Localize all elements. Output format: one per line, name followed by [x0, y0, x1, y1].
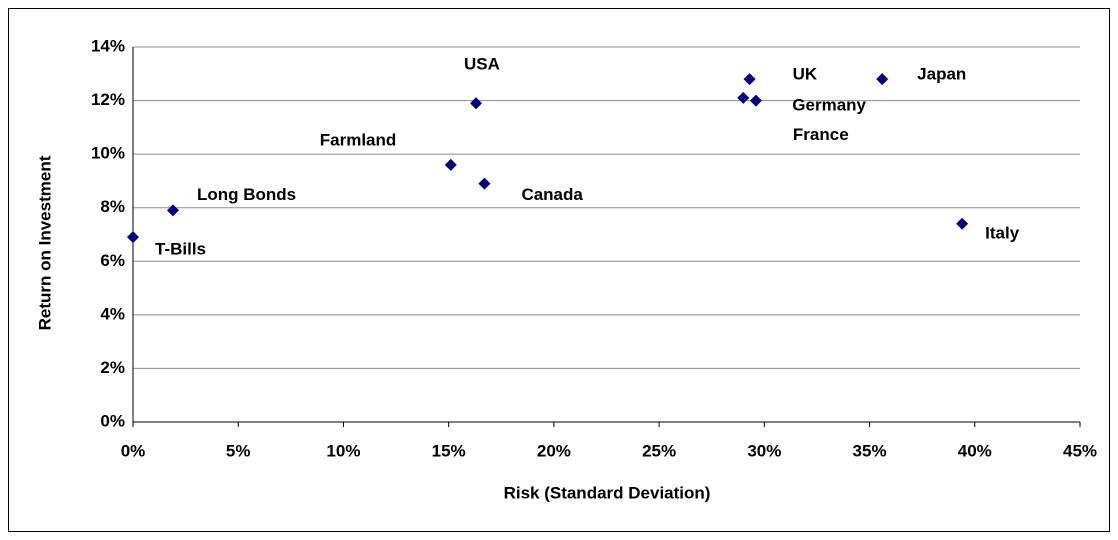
point-label: Long Bonds: [197, 185, 296, 204]
point-label: Italy: [985, 223, 1020, 242]
point-label: Japan: [917, 65, 966, 84]
y-tick-label: 8%: [100, 197, 125, 216]
x-tick-label: 30%: [747, 441, 781, 460]
x-tick-label: 15%: [432, 441, 466, 460]
x-tick-label: 20%: [537, 441, 571, 460]
point: [876, 73, 889, 86]
point: [470, 97, 483, 110]
y-tick-label: 0%: [100, 411, 125, 430]
point-label: Canada: [521, 185, 583, 204]
x-tick-label: 0%: [121, 441, 146, 460]
point-label: UK: [793, 65, 818, 84]
point: [737, 91, 750, 104]
y-tick-label: 6%: [100, 251, 125, 270]
x-tick-label: 10%: [326, 441, 360, 460]
point: [127, 231, 139, 244]
y-axis-title: Return on Investment: [35, 155, 54, 330]
point-label: T-Bills: [155, 240, 206, 259]
point-label: Germany: [792, 95, 866, 114]
point-label: USA: [464, 55, 500, 74]
y-tick-label: 4%: [100, 304, 125, 323]
point: [478, 177, 491, 190]
point-label: France: [793, 125, 849, 144]
y-tick-label: 12%: [91, 90, 125, 109]
point: [956, 217, 969, 230]
x-tick-label: 5%: [226, 441, 251, 460]
y-tick-label: 14%: [91, 36, 125, 55]
x-tick-label: 25%: [642, 441, 676, 460]
point: [743, 73, 756, 86]
y-tick-label: 2%: [100, 358, 125, 377]
point: [444, 158, 457, 171]
chart-frame: [8, 8, 1110, 532]
point: [749, 94, 762, 107]
x-axis-title: Risk (Standard Deviation): [504, 483, 711, 502]
x-tick-label: 45%: [1063, 441, 1097, 460]
point-label: Farmland: [320, 130, 397, 149]
point: [166, 204, 179, 217]
x-tick-label: 35%: [853, 441, 887, 460]
y-tick-label: 10%: [91, 144, 125, 163]
x-tick-label: 40%: [958, 441, 992, 460]
